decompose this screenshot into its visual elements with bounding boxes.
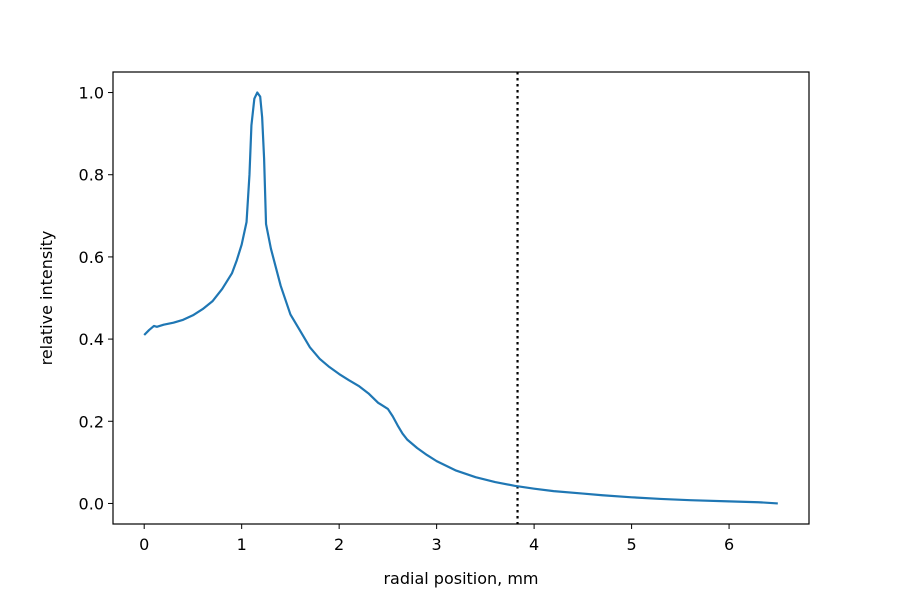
y-axis-ticks: 0.0 0.2 0.4 0.6 0.8 1.0 bbox=[79, 84, 113, 513]
y-tick-label: 0.0 bbox=[79, 494, 104, 513]
x-tick-label: 5 bbox=[626, 535, 636, 554]
x-axis-label: radial position, mm bbox=[383, 569, 538, 588]
x-tick-label: 1 bbox=[237, 535, 247, 554]
y-tick-label: 1.0 bbox=[79, 84, 104, 103]
x-axis-ticks: 0 1 2 3 4 5 6 bbox=[139, 524, 734, 554]
x-tick-label: 3 bbox=[432, 535, 442, 554]
y-tick-label: 0.2 bbox=[79, 412, 104, 431]
x-tick-label: 6 bbox=[724, 535, 734, 554]
x-tick-label: 0 bbox=[139, 535, 149, 554]
plot-area-frame bbox=[112, 71, 810, 525]
y-tick-label: 0.4 bbox=[79, 330, 104, 349]
x-tick-label: 2 bbox=[334, 535, 344, 554]
y-tick-label: 0.6 bbox=[79, 248, 104, 267]
y-axis-label: relative intensity bbox=[37, 231, 56, 366]
x-tick-label: 4 bbox=[529, 535, 539, 554]
series-line bbox=[143, 91, 778, 505]
y-tick-label: 0.8 bbox=[79, 166, 104, 185]
